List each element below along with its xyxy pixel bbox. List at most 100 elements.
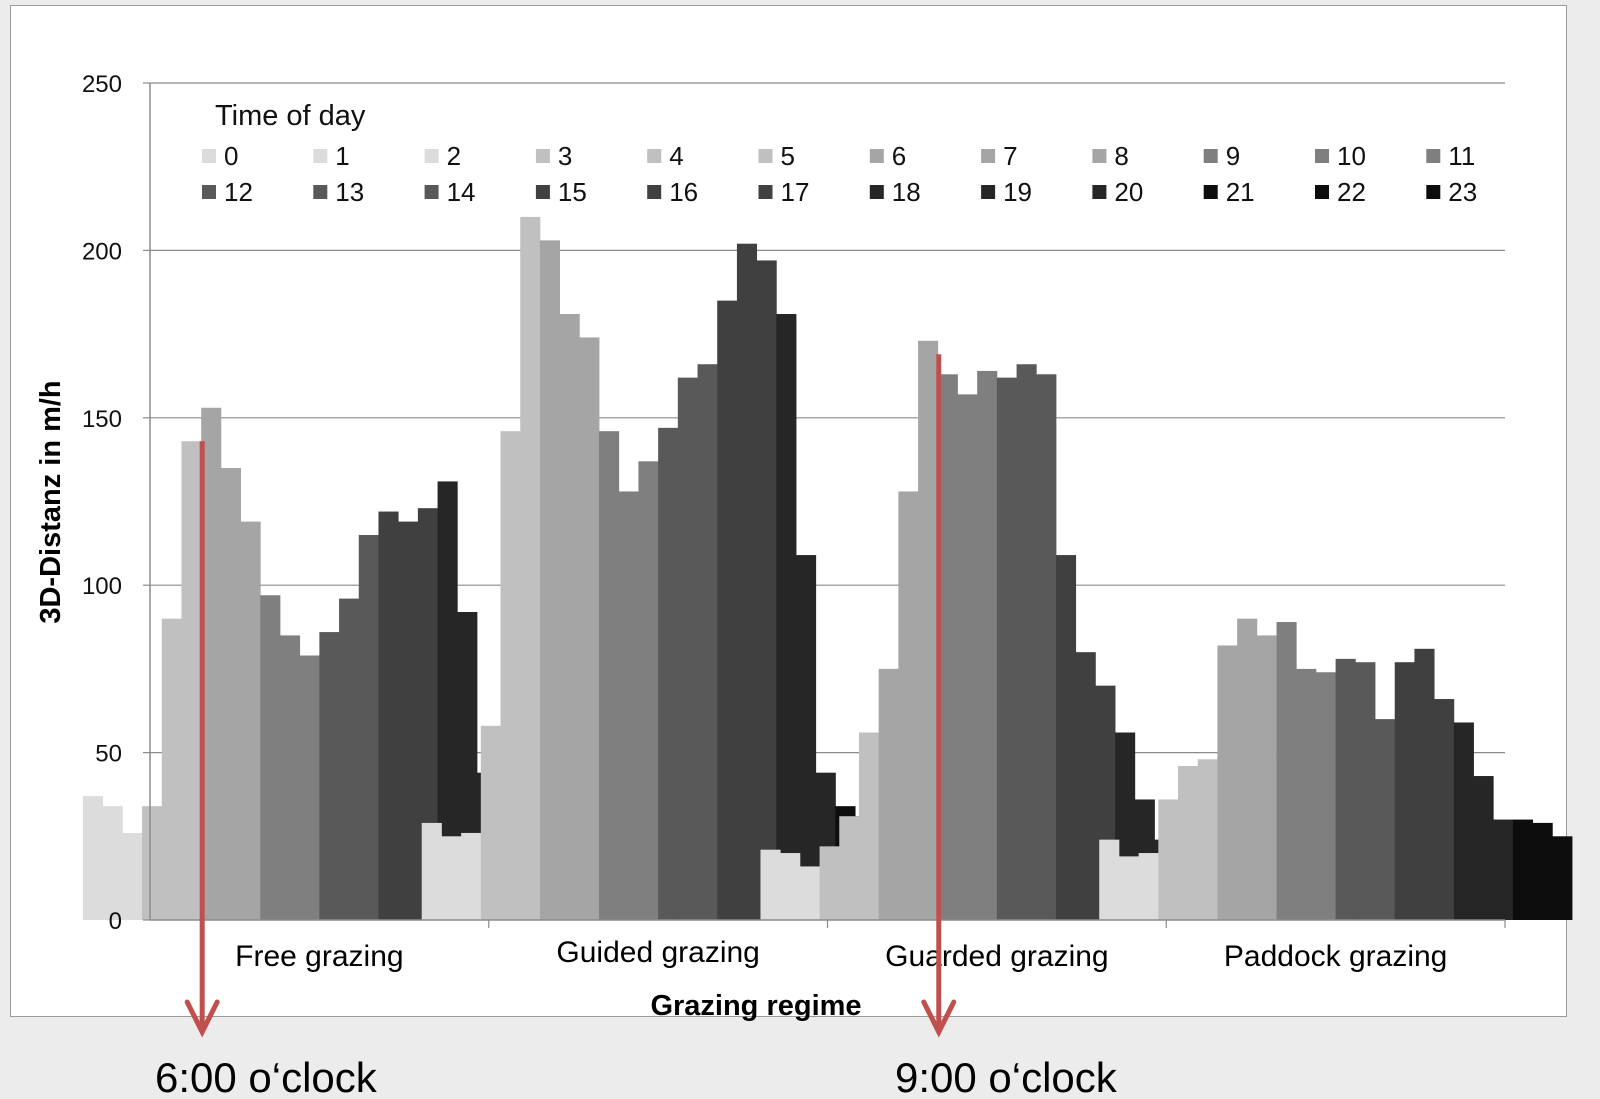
legend-swatch xyxy=(1315,149,1329,163)
bar xyxy=(1552,836,1573,920)
bar xyxy=(437,481,458,920)
bar xyxy=(638,461,659,920)
bar xyxy=(520,216,541,921)
bar xyxy=(480,725,501,920)
bar xyxy=(776,314,797,921)
bar xyxy=(279,635,301,920)
bar xyxy=(1335,658,1356,920)
bar xyxy=(1473,776,1494,920)
legend-label: 19 xyxy=(1003,177,1032,207)
bar xyxy=(1512,819,1534,920)
bar xyxy=(441,836,462,920)
legend-swatch xyxy=(1092,149,1107,163)
bar xyxy=(996,377,1017,920)
y-tick-label: 0 xyxy=(109,908,122,935)
y-tick-label: 50 xyxy=(95,741,122,768)
legend-title: Time of day xyxy=(215,100,366,132)
bar xyxy=(1532,822,1553,920)
category-label: Guarded grazing xyxy=(885,940,1108,973)
bar xyxy=(421,822,442,920)
legend-label: 21 xyxy=(1226,177,1255,207)
legend-label: 17 xyxy=(781,177,810,207)
bar xyxy=(1394,662,1415,920)
y-axis-title: 3D-Distanz in m/h xyxy=(35,380,67,623)
legend-swatch xyxy=(1092,185,1107,199)
bar xyxy=(599,431,620,920)
legend-label: 16 xyxy=(669,177,698,207)
bar xyxy=(299,655,320,920)
x-axis-title: Grazing regime xyxy=(650,990,861,1022)
bar xyxy=(736,243,758,921)
bar xyxy=(240,521,261,920)
legend-label: 15 xyxy=(558,177,587,207)
bar xyxy=(358,534,379,920)
legend-swatch xyxy=(869,185,884,199)
legend-label: 9 xyxy=(1226,141,1240,171)
bar xyxy=(878,668,899,920)
bar xyxy=(201,407,222,921)
bar xyxy=(780,853,801,920)
bar xyxy=(102,806,123,920)
bar xyxy=(618,491,639,920)
legend-swatch xyxy=(647,149,662,163)
legend-label: 14 xyxy=(447,177,476,207)
bar xyxy=(161,618,182,920)
legend-swatch xyxy=(758,149,773,163)
category-label: Free grazing xyxy=(235,940,403,973)
bar xyxy=(1016,364,1037,920)
bar xyxy=(220,468,241,920)
bar xyxy=(957,394,978,920)
bar xyxy=(1158,799,1179,920)
bar xyxy=(579,337,600,920)
annotation-label: 6:00 o‘clock xyxy=(155,1054,378,1099)
y-tick-label: 150 xyxy=(82,406,122,433)
y-tick-label: 200 xyxy=(82,238,122,265)
legend-label: 22 xyxy=(1337,177,1366,207)
legend-swatch xyxy=(535,149,550,163)
legend-swatch xyxy=(647,185,662,199)
bar xyxy=(319,632,340,920)
bar xyxy=(1118,856,1140,920)
bar xyxy=(796,555,817,920)
legend-swatch xyxy=(313,185,328,199)
y-tick-label: 250 xyxy=(82,71,122,98)
bar xyxy=(839,816,860,920)
bar xyxy=(1434,699,1455,920)
bar xyxy=(398,521,419,920)
annotations: 6:00 o‘clock 9:00 o‘clock xyxy=(155,354,1118,1099)
bar xyxy=(799,866,820,920)
bar xyxy=(339,598,360,920)
legend-label: 10 xyxy=(1337,141,1366,171)
legend-label: 20 xyxy=(1114,177,1143,207)
legend-swatch xyxy=(1203,185,1218,199)
bar xyxy=(559,314,580,921)
legend-swatch xyxy=(1426,149,1441,163)
bar xyxy=(142,806,163,920)
bar xyxy=(658,427,679,920)
legend-swatch xyxy=(202,185,216,199)
bar xyxy=(1414,648,1435,920)
legend-swatch xyxy=(758,185,773,199)
category-label: Guided grazing xyxy=(556,936,759,969)
bar xyxy=(1276,622,1297,920)
bar xyxy=(461,832,482,920)
legend-label: 2 xyxy=(447,141,461,171)
legend-label: 13 xyxy=(335,177,364,207)
bar xyxy=(500,431,521,920)
bar xyxy=(122,832,143,920)
bars xyxy=(82,216,1573,921)
annotation-arrow-head xyxy=(921,999,957,1038)
bar xyxy=(858,732,880,920)
legend-swatch xyxy=(1426,185,1441,199)
bar xyxy=(1315,672,1337,920)
bar xyxy=(82,796,104,920)
bar xyxy=(937,374,958,920)
legend-swatch xyxy=(1203,149,1218,163)
legend-label: 6 xyxy=(892,141,906,171)
bar xyxy=(1178,765,1199,920)
bar xyxy=(181,441,202,920)
bar xyxy=(1296,668,1317,920)
